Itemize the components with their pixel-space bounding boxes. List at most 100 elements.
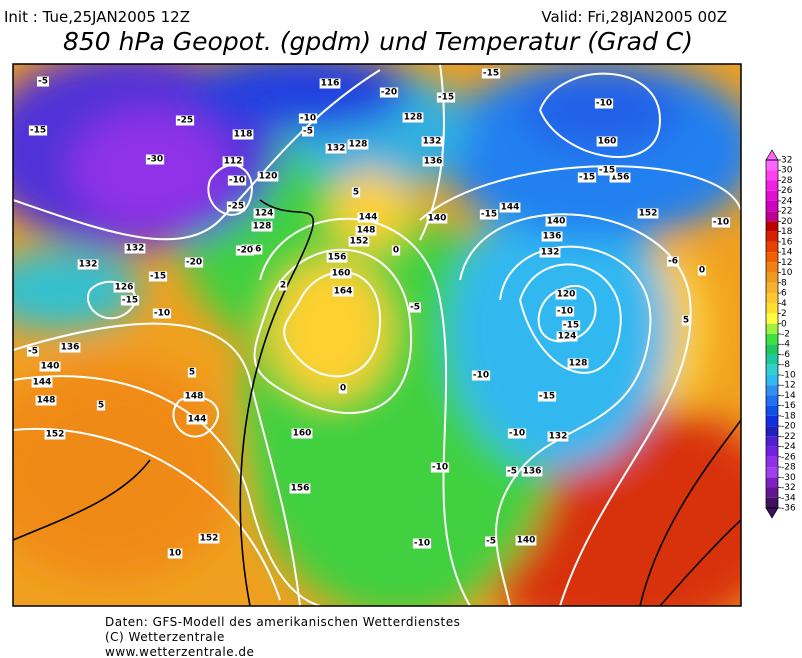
colorbar: 32302826242220181614121086420-2-4-6-8-10… bbox=[765, 149, 796, 519]
contour-label-box bbox=[567, 358, 589, 369]
contour-label-box bbox=[120, 295, 140, 306]
contour-label: 118 bbox=[234, 130, 253, 140]
contour-label: 120 bbox=[557, 290, 576, 300]
contour-label-box bbox=[555, 289, 577, 300]
contour-label-box bbox=[351, 187, 361, 198]
colorbar-tick-label: -14 bbox=[781, 391, 796, 401]
colorbar-tick-label: -10 bbox=[781, 370, 796, 380]
contour-label: -15 bbox=[539, 392, 555, 402]
contour-label: -5 bbox=[486, 537, 496, 547]
contour-label-box bbox=[184, 257, 204, 268]
contour-label: -15 bbox=[30, 126, 46, 136]
contour-label: 124 bbox=[255, 209, 274, 219]
contour-label-box bbox=[124, 243, 146, 254]
color-band bbox=[766, 211, 778, 222]
contour-label: 0 bbox=[340, 384, 346, 394]
contour-label: -15 bbox=[122, 296, 138, 306]
contour-label-box bbox=[28, 125, 48, 136]
contour-label-box bbox=[235, 245, 255, 256]
colorbar-tick-label: -28 bbox=[781, 463, 796, 473]
contour-label: 132 bbox=[541, 248, 560, 258]
colorbar-tick-label: 0 bbox=[781, 319, 787, 329]
contour-label-box bbox=[481, 68, 501, 79]
contour-label-box bbox=[96, 400, 106, 411]
contour-label-box bbox=[541, 231, 563, 242]
contour-label: 132 bbox=[327, 144, 346, 154]
contour-label-box bbox=[145, 154, 165, 165]
colorbar-tick-label: 20 bbox=[781, 217, 793, 227]
contour-label-box bbox=[347, 139, 369, 150]
contour-label-box bbox=[681, 315, 691, 326]
colorbar-tick-label: -12 bbox=[781, 381, 796, 391]
colorbar-tick-label: 6 bbox=[781, 289, 787, 299]
contour-label-box bbox=[515, 535, 537, 546]
contour-label: -20 bbox=[237, 246, 253, 256]
contour-label-box bbox=[421, 136, 443, 147]
contour-label-box bbox=[426, 213, 448, 224]
color-band bbox=[766, 282, 778, 294]
color-band bbox=[766, 190, 778, 201]
contour-label-box bbox=[44, 429, 66, 440]
contour-label: 140 bbox=[547, 217, 566, 227]
contour-label: 156 bbox=[328, 253, 347, 263]
contour-label: 0 bbox=[393, 246, 399, 256]
color-band bbox=[766, 272, 778, 283]
contour-label-box bbox=[555, 306, 575, 317]
contour-label-box bbox=[298, 113, 318, 124]
contour-label: -15 bbox=[599, 166, 615, 176]
contour-label-box bbox=[326, 252, 348, 263]
contour-label-box bbox=[227, 175, 247, 186]
color-band bbox=[766, 467, 778, 478]
contour-label: 132 bbox=[423, 137, 442, 147]
contour-label: 152 bbox=[639, 209, 658, 219]
contour-label-box bbox=[539, 247, 561, 258]
contour-label-box bbox=[357, 212, 379, 223]
color-band bbox=[766, 487, 778, 498]
colorbar-tick-label: -6 bbox=[781, 350, 790, 360]
contour-label-box bbox=[291, 428, 313, 439]
contour-label-box bbox=[537, 391, 557, 402]
contour-label-box bbox=[391, 245, 401, 256]
contour-label: 132 bbox=[549, 432, 568, 442]
contour-label: 128 bbox=[404, 113, 423, 123]
contour-label: 148 bbox=[357, 226, 376, 236]
color-band bbox=[766, 405, 778, 416]
contour-label: 136 bbox=[543, 232, 562, 242]
colorbar-tick-label: 10 bbox=[781, 268, 793, 278]
contour-label: -5 bbox=[507, 467, 517, 477]
contour-label-box bbox=[412, 538, 432, 549]
contour-label: 148 bbox=[185, 392, 204, 402]
contour-label-box bbox=[302, 126, 314, 137]
contour-label: 152 bbox=[46, 430, 65, 440]
contour-label: 112 bbox=[224, 157, 243, 167]
color-band bbox=[766, 334, 778, 345]
contour-label-box bbox=[338, 383, 348, 394]
color-band bbox=[766, 180, 778, 191]
contour-label: 120 bbox=[259, 172, 278, 182]
colorbar-tick-label: -34 bbox=[781, 493, 796, 503]
contour-label: 140 bbox=[41, 362, 60, 372]
contour-label-box bbox=[77, 259, 99, 270]
contour-label-box bbox=[31, 377, 53, 388]
contour-label: 5 bbox=[189, 368, 195, 378]
contour-label-box bbox=[39, 361, 61, 372]
contour-label-box bbox=[35, 395, 57, 406]
colorbar-tick-label: 22 bbox=[781, 207, 792, 217]
contour-label-box bbox=[485, 536, 497, 547]
contour-label-box bbox=[379, 87, 399, 98]
color-band bbox=[766, 415, 778, 427]
contour-label-box bbox=[561, 320, 581, 331]
color-band bbox=[766, 262, 778, 273]
contour-label: 144 bbox=[501, 203, 520, 213]
footer-line: www.wetterzentrale.de bbox=[105, 645, 254, 658]
color-band bbox=[766, 323, 778, 334]
color-band bbox=[766, 374, 778, 386]
contour-label-box bbox=[348, 236, 370, 247]
contour-label-box bbox=[637, 208, 659, 219]
contour-label-box bbox=[594, 98, 614, 109]
contour-label: -10 bbox=[154, 309, 170, 319]
contour-label: -20 bbox=[186, 258, 202, 268]
contour-label-box bbox=[547, 431, 569, 442]
contour-label: 116 bbox=[321, 79, 340, 89]
